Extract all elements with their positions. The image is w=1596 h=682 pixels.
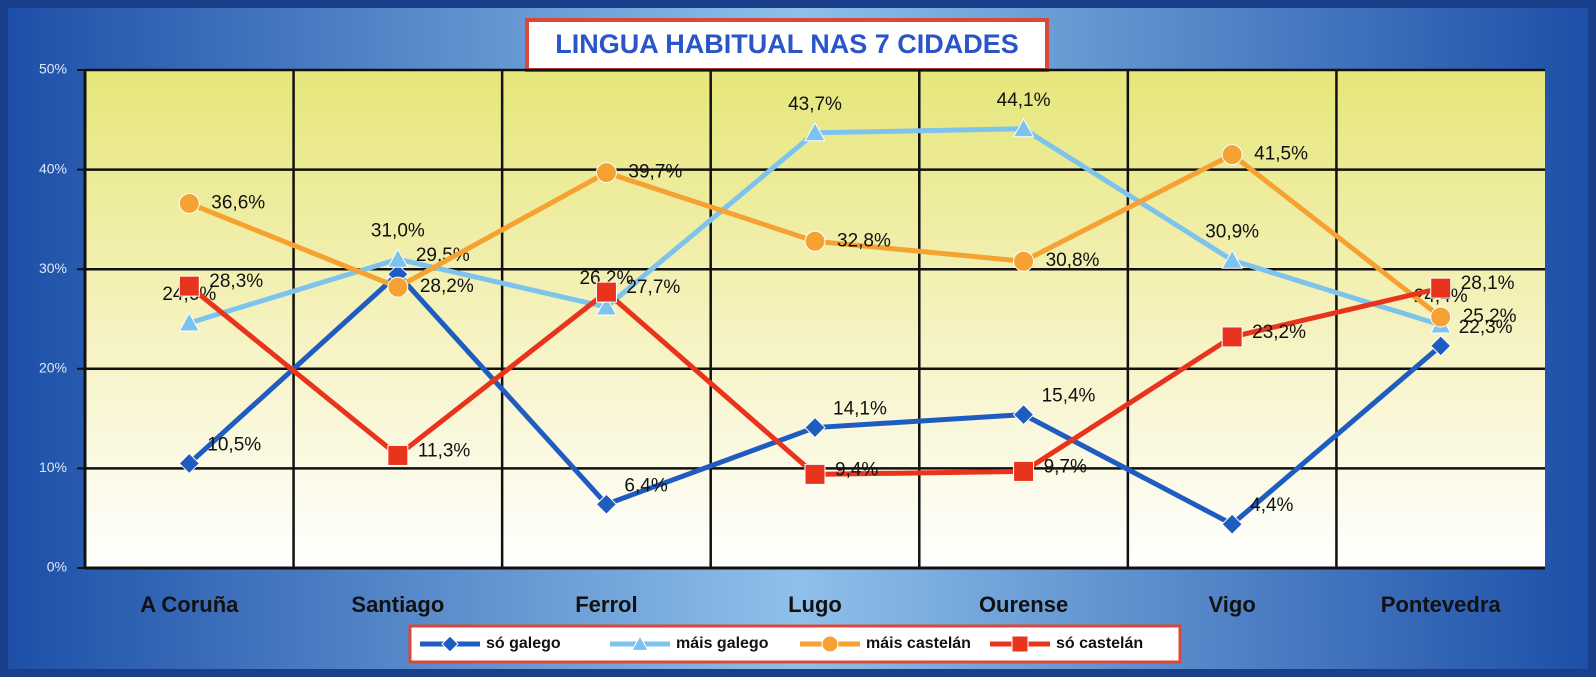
- y-tick-label: 30%: [39, 260, 67, 276]
- data-label: 44,1%: [997, 90, 1051, 111]
- marker: [1221, 249, 1243, 269]
- marker: [1430, 277, 1452, 299]
- data-label: 4,4%: [1250, 495, 1293, 516]
- legend-label: máis castelán: [866, 635, 971, 652]
- data-label: 31,0%: [371, 220, 425, 241]
- x-tick-label: Vigo: [1209, 592, 1256, 617]
- x-tick-label: Pontevedra: [1381, 592, 1502, 617]
- x-tick-label: Lugo: [788, 592, 842, 617]
- marker: [631, 634, 649, 651]
- x-tick-label: Santiago: [351, 592, 444, 617]
- marker: [1430, 306, 1452, 328]
- data-label: 28,3%: [209, 271, 263, 292]
- marker: [595, 493, 618, 515]
- data-label: 30,9%: [1205, 221, 1259, 242]
- marker: [178, 275, 200, 297]
- marker: [1012, 403, 1035, 426]
- data-label: 9,7%: [1044, 456, 1087, 477]
- data-label: 15,4%: [1042, 386, 1096, 407]
- marker: [178, 452, 200, 475]
- legend-label: só castelán: [1056, 635, 1143, 652]
- data-label: 43,7%: [788, 94, 842, 115]
- marker: [804, 230, 826, 252]
- data-label: 10,5%: [207, 434, 261, 455]
- marker: [441, 635, 459, 653]
- data-label: 32,8%: [837, 230, 891, 251]
- data-label: 30,8%: [1046, 250, 1100, 271]
- y-tick-label: 40%: [39, 160, 67, 176]
- data-label: 14,1%: [833, 399, 887, 420]
- data-label: 25,2%: [1463, 306, 1517, 327]
- data-label: 39,7%: [628, 162, 682, 183]
- y-tick-label: 20%: [39, 360, 67, 376]
- marker: [1012, 117, 1035, 138]
- marker: [1221, 326, 1243, 348]
- marker: [1011, 635, 1029, 653]
- marker: [1221, 144, 1243, 166]
- legend-label: máis galego: [676, 635, 769, 652]
- marker: [804, 463, 826, 485]
- y-tick-label: 0%: [47, 559, 67, 575]
- marker: [387, 276, 409, 298]
- data-label: 41,5%: [1254, 144, 1308, 165]
- marker: [178, 192, 200, 214]
- marker: [387, 444, 409, 466]
- data-label: 36,6%: [211, 192, 265, 213]
- x-tick-label: A Coruña: [140, 592, 239, 617]
- data-label: 28,2%: [420, 276, 474, 297]
- marker: [595, 162, 617, 184]
- data-label: 26,2%: [579, 268, 633, 289]
- marker: [821, 635, 839, 653]
- marker: [1013, 250, 1035, 272]
- x-tick-label: Ourense: [979, 592, 1068, 617]
- data-label: 27,7%: [626, 277, 680, 298]
- marker: [804, 416, 826, 439]
- plot-area: [85, 70, 1545, 568]
- marker: [387, 248, 409, 268]
- data-label: 29,5%: [416, 245, 470, 266]
- data-label: 11,3%: [418, 440, 471, 461]
- chart-title: LINGUA HABITUAL NAS 7 CIDADES: [555, 29, 1019, 59]
- marker: [595, 296, 618, 316]
- legend-box: [408, 624, 1182, 664]
- marker: [1430, 335, 1452, 357]
- legend-label: só galego: [486, 635, 561, 652]
- marker: [1221, 513, 1243, 535]
- data-label: 23,2%: [1252, 322, 1306, 343]
- y-tick-label: 50%: [39, 61, 67, 77]
- marker: [804, 121, 826, 142]
- data-label: 28,1%: [1461, 273, 1515, 294]
- marker: [178, 311, 201, 332]
- y-tick-label: 10%: [39, 459, 67, 475]
- marker: [1013, 460, 1035, 482]
- x-tick-label: Ferrol: [575, 592, 637, 617]
- data-label: 22,3%: [1459, 317, 1513, 338]
- marker: [595, 281, 617, 303]
- data-label: 6,4%: [624, 475, 667, 496]
- data-label: 9,4%: [835, 459, 878, 480]
